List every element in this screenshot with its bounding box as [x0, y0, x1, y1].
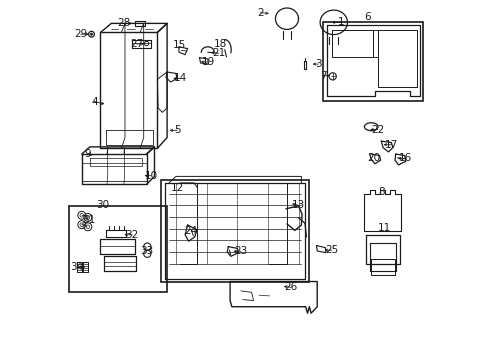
Text: 26: 26	[284, 282, 297, 292]
Circle shape	[90, 33, 92, 35]
Text: 21: 21	[211, 48, 225, 58]
Text: 33: 33	[140, 246, 153, 256]
Bar	[69, 206, 167, 292]
Bar	[161, 180, 309, 282]
Text: 16: 16	[398, 153, 411, 163]
Text: 12: 12	[170, 183, 183, 193]
Text: 5: 5	[174, 125, 180, 135]
Text: 32: 32	[125, 230, 139, 240]
Text: 28: 28	[117, 18, 130, 28]
Text: 34: 34	[70, 262, 83, 272]
Text: 14: 14	[173, 73, 187, 84]
Text: 31: 31	[82, 215, 96, 225]
Text: 13: 13	[291, 200, 305, 210]
Text: 3: 3	[314, 59, 321, 69]
Text: 22: 22	[370, 125, 384, 135]
Text: 18: 18	[213, 39, 226, 49]
Text: 2: 2	[257, 8, 264, 18]
Text: 9: 9	[84, 149, 91, 159]
Text: 1: 1	[337, 17, 344, 27]
Bar	[322, 22, 422, 101]
Text: 10: 10	[144, 171, 157, 181]
Text: 15: 15	[173, 40, 186, 50]
Text: 7: 7	[320, 71, 326, 81]
Text: 4: 4	[91, 96, 98, 107]
Text: 6: 6	[364, 12, 370, 22]
Text: 24: 24	[184, 226, 198, 236]
Text: 30: 30	[96, 200, 109, 210]
Text: 19: 19	[202, 57, 215, 67]
Text: 27: 27	[130, 39, 143, 49]
Text: 20: 20	[366, 153, 379, 163]
Text: 23: 23	[234, 246, 247, 256]
Text: 17: 17	[384, 140, 397, 150]
Text: 11: 11	[377, 222, 390, 233]
Text: 25: 25	[325, 245, 338, 255]
Text: 8: 8	[377, 186, 384, 197]
Text: 29: 29	[74, 29, 87, 39]
